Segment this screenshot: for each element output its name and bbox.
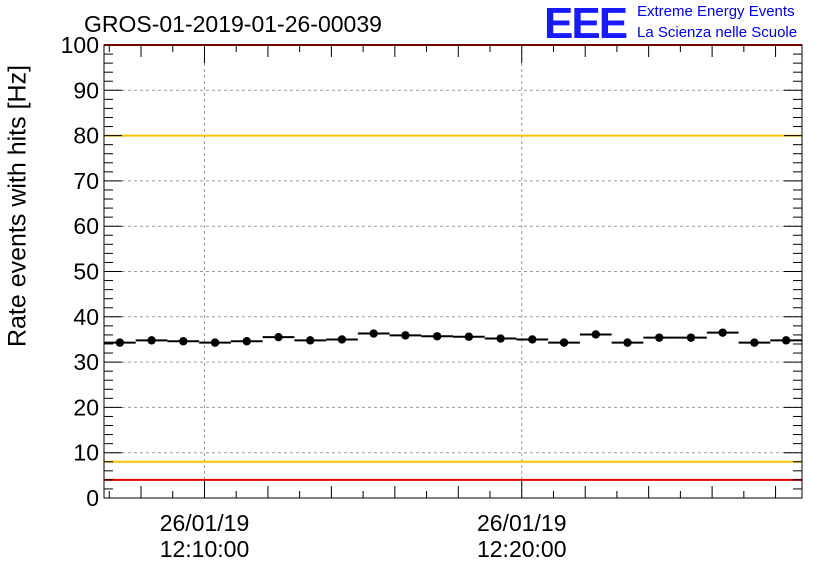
y-tick-label: 60 [73,213,99,239]
data-point [242,337,251,346]
data-point [686,333,696,342]
y-tick-label: 70 [73,168,99,194]
data-point [718,328,727,337]
data-point [179,337,188,346]
data-point [528,335,537,344]
data-point [623,338,632,347]
y-axis-title: Rate events with hits [Hz] [3,64,32,348]
y-tick-label: 20 [73,394,99,420]
y-tick-label: 80 [73,123,99,149]
y-tick-label: 30 [73,349,99,375]
data-point [559,338,569,347]
data-point [147,336,156,345]
data-series [104,328,802,347]
data-point [369,329,378,338]
chart-title: GROS-01-2019-01-26-00039 [84,11,382,37]
reference-lines [104,44,802,481]
data-point [274,332,283,342]
logo-text-line2: La Scienza nelle Scuole [637,24,798,41]
data-point [781,336,791,345]
data-point [401,331,410,340]
y-tick-label: 0 [86,485,99,511]
data-point [591,330,600,339]
data-point [115,338,125,347]
data-point [432,332,442,341]
data-point [655,333,664,342]
y-tick-label: 90 [73,77,99,103]
x-tick-label-date: 26/01/19 [160,510,250,536]
data-point [337,335,347,344]
grid [104,45,802,498]
logo-text-line1: Extreme Energy Events [637,3,795,20]
data-point [750,338,759,347]
axis-ticks [104,44,802,499]
data-point [496,334,505,343]
data-point [306,336,315,345]
x-tick-label-time: 12:10:00 [160,536,250,562]
data-point [210,338,220,347]
data-point [464,332,474,341]
y-tick-label: 100 [61,32,99,58]
eee-logo: EEE [544,0,628,48]
tick-labels: 010203040506070809010026/01/1912:10:0026… [61,32,567,562]
x-tick-label-time: 12:20:00 [477,536,567,562]
x-tick-label-date: 26/01/19 [477,510,567,536]
y-tick-label: 40 [73,304,99,330]
y-tick-label: 50 [73,259,99,285]
y-tick-label: 10 [73,440,99,466]
